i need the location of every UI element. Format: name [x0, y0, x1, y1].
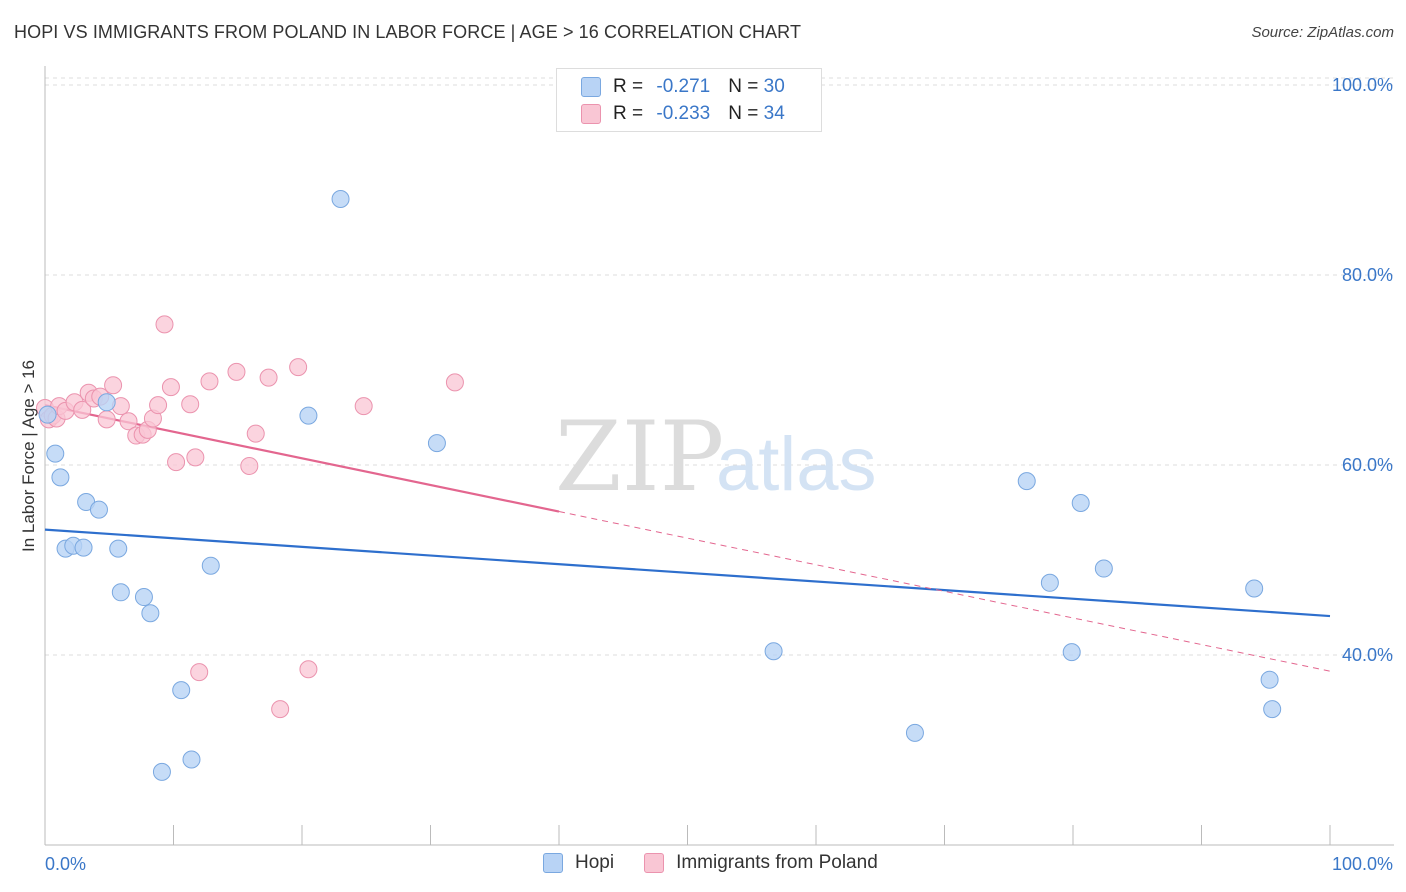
- data-point-hopi: [1245, 579, 1264, 598]
- data-point-poland: [167, 453, 186, 472]
- legend-row-poland: R = -0.233 N = 34: [581, 102, 785, 126]
- trend-line-hopi: [44, 528, 1331, 618]
- data-point-hopi: [182, 750, 201, 769]
- legend-hopi-r-label: R =: [613, 76, 649, 97]
- grid-lines: [45, 77, 1394, 656]
- source-label: Source: ZipAtlas.com: [1251, 24, 1394, 41]
- data-point-poland: [161, 378, 180, 397]
- legend-label-poland: Immigrants from Poland: [676, 852, 878, 873]
- legend-item-hopi[interactable]: Hopi: [543, 852, 614, 874]
- data-point-hopi: [152, 762, 171, 781]
- y-tick-label: 40.0%: [1342, 645, 1393, 665]
- data-point-poland: [186, 448, 205, 467]
- legend-swatch-hopi: [581, 77, 601, 97]
- data-point-hopi: [1094, 559, 1113, 578]
- stats-legend: R = -0.271 N = 30 R = -0.233 N = 34: [556, 68, 822, 132]
- data-point-poland: [149, 396, 168, 415]
- data-point-hopi: [1071, 494, 1090, 512]
- data-point-poland: [104, 376, 123, 395]
- data-point-hopi: [111, 583, 130, 602]
- legend-swatch-hopi-bottom: [543, 853, 563, 873]
- data-point-poland: [119, 412, 138, 431]
- data-point-poland: [445, 373, 464, 392]
- y-tick-label: 80.0%: [1342, 265, 1393, 285]
- data-point-hopi: [51, 468, 70, 487]
- data-point-hopi: [1040, 573, 1059, 592]
- data-point-poland: [227, 362, 246, 381]
- data-point-hopi: [1260, 670, 1279, 689]
- legend-hopi-n-value: 30: [763, 76, 785, 97]
- data-point-poland: [354, 397, 373, 416]
- y-axis-label: In Labor Force | Age > 16: [19, 360, 38, 552]
- data-point-poland: [190, 663, 209, 682]
- series-legend: Hopi Immigrants from Poland: [543, 852, 908, 874]
- data-point-hopi: [74, 538, 93, 557]
- data-point-hopi: [1062, 643, 1081, 662]
- legend-poland-n-value: 34: [763, 103, 785, 124]
- axis-ticks: 40.0% 60.0% 80.0% 100.0% 0.0% 100.0%: [45, 75, 1393, 874]
- data-point-hopi: [1017, 472, 1036, 491]
- legend-row-hopi: R = -0.271 N = 30: [581, 75, 785, 99]
- x-tick-label: 0.0%: [45, 854, 86, 874]
- legend-poland-n-label: N =: [728, 103, 764, 124]
- data-point-poland: [155, 315, 174, 334]
- data-point-poland: [240, 456, 259, 475]
- legend-hopi-n-label: N =: [728, 76, 764, 97]
- watermark-zip: ZIP: [555, 401, 724, 513]
- watermark-atlas: atlas: [716, 422, 877, 507]
- legend-swatch-poland: [581, 104, 601, 124]
- data-point-hopi: [109, 539, 128, 558]
- data-point-poland: [259, 368, 278, 387]
- legend-poland-r-label: R =: [613, 103, 649, 124]
- series-hopi-points: [38, 190, 1282, 781]
- y-tick-label: 100.0%: [1332, 75, 1393, 95]
- data-point-hopi: [299, 406, 318, 425]
- data-point-poland: [181, 395, 200, 414]
- data-point-hopi: [38, 405, 57, 424]
- data-point-hopi: [905, 723, 924, 742]
- data-point-hopi: [134, 588, 153, 607]
- legend-hopi-r-value: -0.271: [656, 76, 711, 97]
- axes: [44, 66, 1394, 846]
- data-point-poland: [289, 358, 308, 377]
- x-tick-label: 100.0%: [1332, 854, 1393, 874]
- data-point-hopi: [89, 500, 108, 519]
- data-point-hopi: [427, 434, 446, 453]
- watermark: ZIP atlas: [555, 401, 877, 513]
- data-point-hopi: [201, 556, 220, 575]
- data-point-hopi: [331, 190, 350, 208]
- legend-poland-r-value: -0.233: [656, 103, 711, 124]
- data-point-hopi: [764, 642, 783, 661]
- data-point-hopi: [46, 444, 65, 463]
- data-point-poland: [246, 424, 265, 443]
- data-point-hopi: [172, 681, 191, 700]
- data-point-poland: [200, 372, 219, 391]
- data-point-hopi: [141, 604, 160, 623]
- chart-title: HOPI VS IMMIGRANTS FROM POLAND IN LABOR …: [14, 22, 802, 42]
- data-point-poland: [299, 660, 318, 679]
- data-point-hopi: [97, 393, 116, 412]
- legend-item-poland[interactable]: Immigrants from Poland: [644, 852, 878, 874]
- y-tick-label: 60.0%: [1342, 455, 1393, 475]
- legend-swatch-poland-bottom: [644, 853, 665, 873]
- trend-line-poland-extension: [558, 511, 1331, 672]
- data-point-hopi: [1263, 700, 1282, 719]
- data-point-poland: [73, 400, 92, 419]
- data-point-poland: [97, 410, 116, 429]
- data-point-poland: [271, 700, 290, 719]
- legend-label-hopi: Hopi: [575, 852, 615, 873]
